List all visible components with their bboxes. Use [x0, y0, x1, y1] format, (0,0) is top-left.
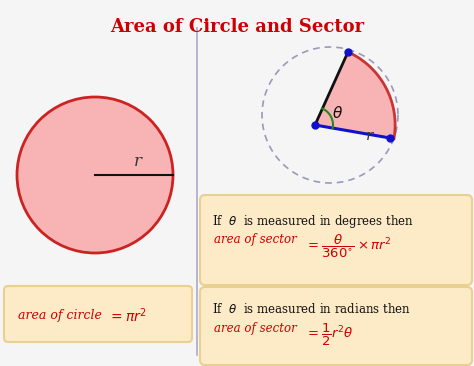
Text: If  $\theta$  is measured in degrees then: If $\theta$ is measured in degrees then	[212, 213, 414, 230]
Text: r: r	[366, 129, 374, 143]
Text: $\theta$: $\theta$	[332, 105, 344, 121]
Text: area of sector: area of sector	[214, 322, 297, 335]
Text: $=\dfrac{1}{2} r^2\theta$: $=\dfrac{1}{2} r^2\theta$	[305, 322, 354, 348]
FancyBboxPatch shape	[4, 286, 192, 342]
Text: $=\dfrac{\theta}{360^{\circ}} \times \pi r^2$: $=\dfrac{\theta}{360^{\circ}} \times \pi…	[305, 233, 392, 260]
Text: If  $\theta$  is measured in radians then: If $\theta$ is measured in radians then	[212, 302, 411, 316]
Text: r: r	[134, 153, 142, 170]
Polygon shape	[315, 52, 395, 139]
FancyBboxPatch shape	[200, 195, 472, 285]
Text: $= \pi r^2$: $= \pi r^2$	[108, 307, 147, 325]
FancyBboxPatch shape	[200, 287, 472, 365]
Circle shape	[17, 97, 173, 253]
Text: area of circle: area of circle	[18, 310, 102, 322]
Text: area of sector: area of sector	[214, 233, 297, 246]
Text: Area of Circle and Sector: Area of Circle and Sector	[110, 18, 364, 36]
